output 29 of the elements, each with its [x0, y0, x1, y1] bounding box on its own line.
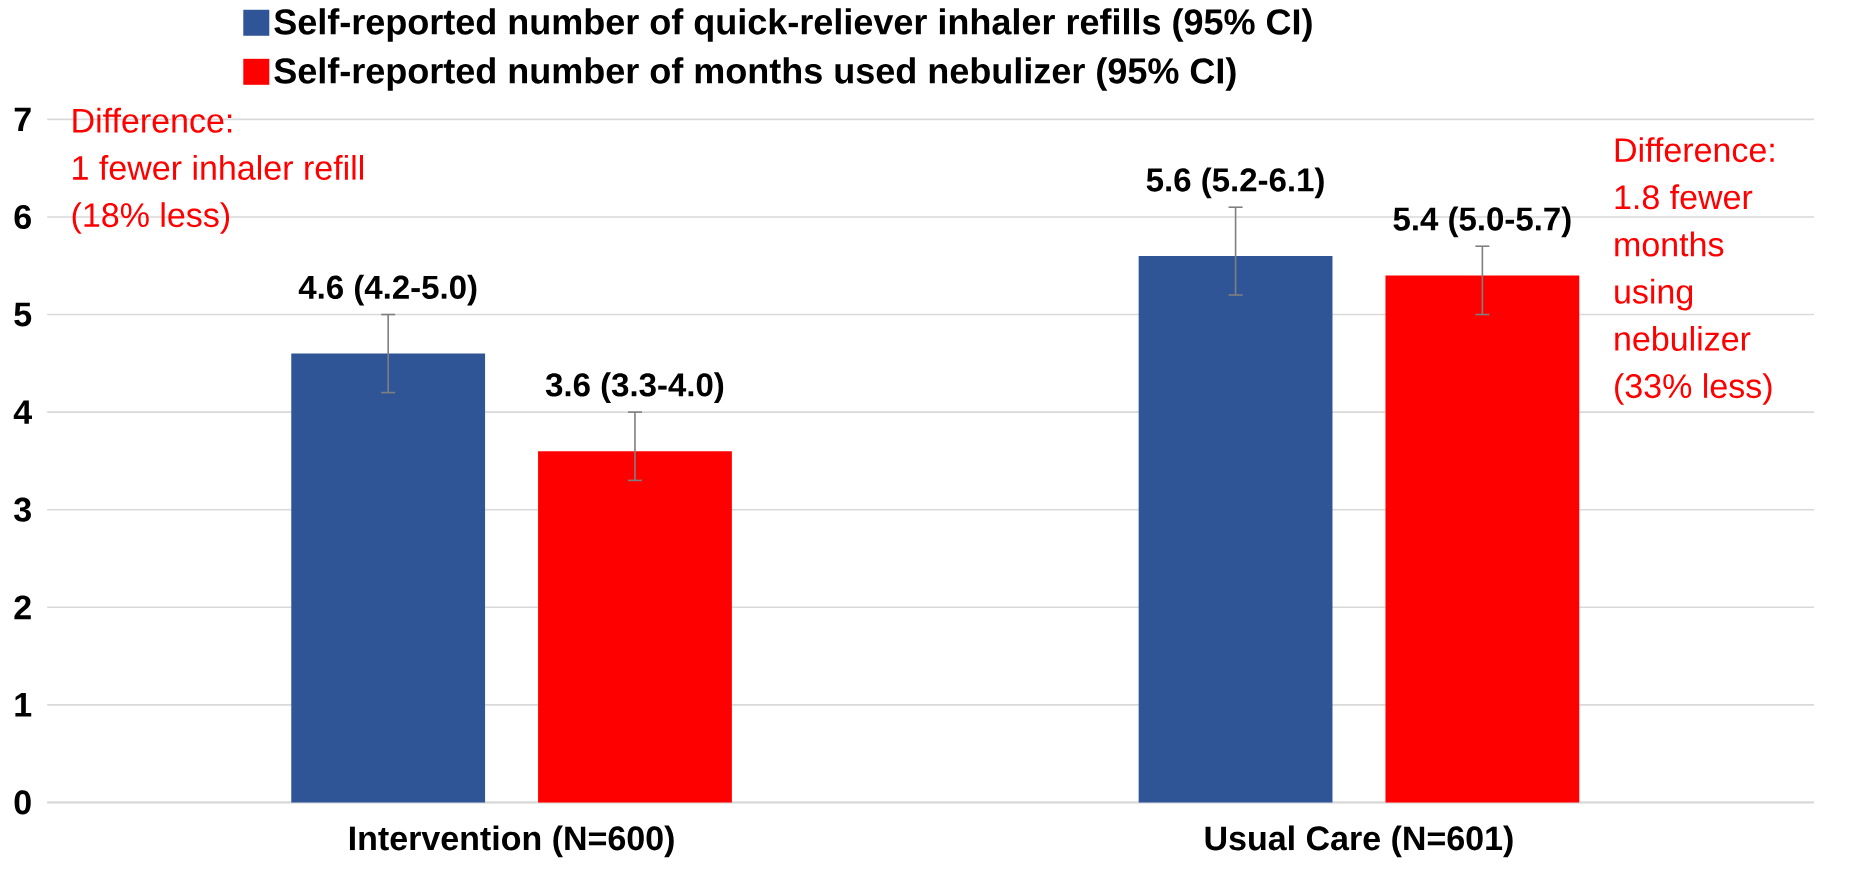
- bar: [1385, 275, 1580, 803]
- y-tick-label: 6: [14, 204, 31, 230]
- x-tick-label: Usual Care (N=601): [1205, 825, 1513, 858]
- annotation: (18% less): [72, 202, 230, 234]
- y-tick-label: 0: [14, 790, 31, 815]
- y-tick-label: 2: [14, 595, 31, 620]
- bar: [291, 353, 486, 803]
- annotation: (33% less): [1615, 373, 1772, 405]
- annotation: months: [1615, 231, 1724, 257]
- y-tick-label: 7: [14, 107, 31, 132]
- annotation: 1.8 fewer: [1615, 184, 1753, 210]
- y-tick-label: 5: [14, 302, 32, 327]
- data-label: 3.6 (3.3-4.0): [545, 372, 724, 404]
- data-label: 5.4 (5.0-5.7): [1393, 206, 1571, 238]
- y-tick-label: 1: [15, 693, 32, 717]
- annotation: Difference:: [73, 107, 232, 133]
- annotation: Difference:: [1615, 137, 1774, 163]
- annotation: nebulizer: [1615, 325, 1751, 351]
- annotation: using: [1615, 278, 1693, 311]
- x-tick-label: Intervention (N=600): [349, 825, 674, 858]
- bar: [1138, 255, 1333, 803]
- y-tick-label: 4: [13, 400, 32, 424]
- bar: [538, 451, 732, 803]
- y-tick-label: 3: [14, 497, 31, 522]
- annotation: 1 fewer inhaler refill: [73, 155, 364, 180]
- data-label: 5.6 (5.2-6.1): [1146, 167, 1324, 199]
- legend-label: Self-reported number of months used nebulizer (95% CI): [274, 57, 1236, 91]
- data-label: 4.6 (4.2-5.0): [298, 274, 477, 306]
- legend-label: Self-reported number of quick-reliever inhaler refills (95% CI): [274, 8, 1312, 42]
